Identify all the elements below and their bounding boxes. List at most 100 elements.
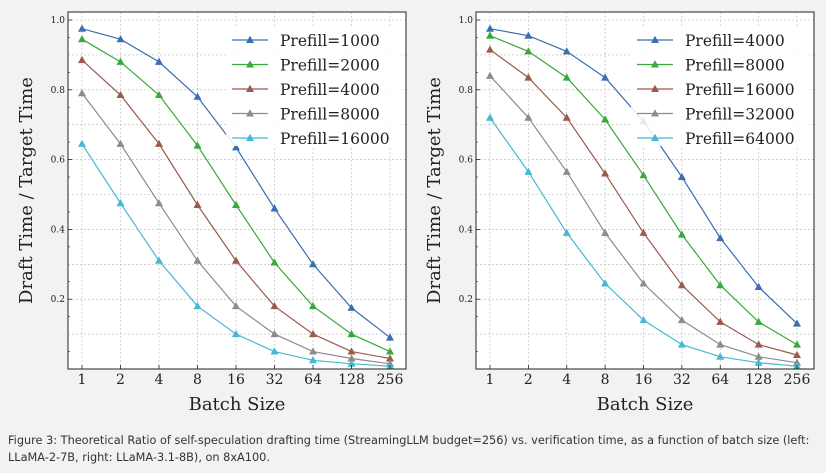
- data-point: [232, 200, 240, 208]
- data-point: [754, 282, 763, 290]
- data-point: [155, 57, 163, 65]
- data-point: [309, 356, 317, 364]
- data-point: [524, 47, 533, 55]
- data-point: [78, 139, 86, 147]
- x-tick-label: 32: [673, 372, 691, 388]
- x-tick-label: 16: [227, 372, 245, 388]
- data-point: [270, 329, 279, 338]
- data-point: [309, 260, 317, 268]
- x-tick-label: 2: [524, 372, 533, 388]
- y-tick-label: 0.2: [51, 295, 65, 305]
- data-point: [193, 92, 202, 100]
- data-point: [386, 347, 394, 355]
- data-point: [793, 340, 801, 348]
- y-tick-label: 0.6: [459, 156, 474, 166]
- data-point: [232, 256, 240, 264]
- legend-label: Prefill=1000: [280, 32, 380, 50]
- x-axis-label: Batch Size: [597, 394, 694, 415]
- data-point: [155, 90, 163, 99]
- y-tick-label: 0.8: [459, 86, 474, 96]
- data-point: [677, 172, 686, 181]
- data-point: [486, 24, 494, 32]
- legend: Prefill=4000 Prefill=8000 Prefill=16000 Pre…: [631, 28, 809, 148]
- x-tick-label: 256: [377, 372, 404, 388]
- data-point: [716, 340, 725, 348]
- data-point: [270, 204, 279, 212]
- legend-label: Prefill=16000: [280, 130, 390, 148]
- data-point: [639, 279, 648, 287]
- x-tick-label: 256: [784, 372, 811, 388]
- data-point: [716, 233, 725, 242]
- legend-label: Prefill=8000: [280, 106, 380, 124]
- data-point: [155, 139, 163, 147]
- data-point: [793, 350, 801, 359]
- data-point: [270, 258, 279, 266]
- x-tick-label: 128: [745, 372, 772, 388]
- x-tick-label: 32: [266, 372, 284, 388]
- data-point: [116, 199, 125, 207]
- x-tick-label: 4: [562, 372, 571, 388]
- chart-panel-2: 0.2 0.4 0.6 0.8 1.0 1 2 4 8 16 32 64 128 256 Batch Siz…: [424, 11, 815, 415]
- data-point: [486, 71, 494, 79]
- data-point: [601, 169, 610, 177]
- data-point: [232, 143, 240, 151]
- x-tick-label: 8: [193, 372, 202, 388]
- figure: 0.2 0.4 0.6 0.8 1.0 1 2 4 8 16 32 64 128 256 Batch Siz…: [16, 11, 815, 415]
- data-point: [155, 199, 163, 207]
- legend-label: Prefill=32000: [685, 106, 795, 124]
- data-point: [754, 317, 763, 325]
- data-point: [309, 301, 317, 310]
- legend: Prefill=1000 Prefill=2000 Prefill=4000 Pref…: [226, 28, 401, 148]
- data-point: [193, 301, 202, 310]
- x-tick-label: 8: [601, 372, 610, 388]
- x-tick-label: 128: [338, 372, 365, 388]
- figure-svg: 0.2 0.4 0.6 0.8 1.0 1 2 4 8 16 32 64 128 256 Batch Siz…: [16, 11, 815, 415]
- data-point: [347, 354, 356, 362]
- x-tick-label: 1: [78, 372, 87, 388]
- data-point: [639, 228, 648, 236]
- data-point: [754, 340, 763, 348]
- data-point: [639, 171, 648, 179]
- data-point: [677, 230, 686, 238]
- legend-marker: [246, 84, 254, 92]
- data-point: [347, 347, 356, 355]
- y-tick-label: 0.4: [459, 225, 474, 235]
- y-axis-label: Draft Time / Target Time: [16, 77, 37, 304]
- data-point: [677, 315, 686, 324]
- y-tick-label: 0.6: [51, 156, 66, 166]
- data-point: [562, 73, 571, 81]
- legend-marker: [246, 133, 254, 141]
- legend-box: [631, 28, 809, 146]
- legend-marker: [651, 60, 659, 68]
- data-point: [601, 228, 610, 236]
- data-point: [754, 352, 763, 360]
- legend-marker: [651, 109, 659, 117]
- x-axis-label: Batch Size: [189, 394, 286, 415]
- legend-label: Prefill=4000: [280, 81, 380, 99]
- data-point: [754, 358, 763, 366]
- chart-panel-1: 0.2 0.4 0.6 0.8 1.0 1 2 4 8 16 32 64 128 256 Batch Siz…: [16, 11, 407, 415]
- data-point: [78, 24, 86, 32]
- legend-box: [226, 28, 401, 146]
- legend-marker: [246, 109, 254, 117]
- data-point: [716, 352, 725, 360]
- data-point: [347, 303, 356, 311]
- y-tick-label: 0.4: [51, 225, 66, 235]
- y-tick-label: 1.0: [459, 16, 474, 26]
- y-axis-label: Draft Time / Target Time: [424, 77, 445, 304]
- data-point: [232, 301, 240, 310]
- data-point: [386, 354, 394, 362]
- legend-marker: [246, 35, 254, 43]
- figure-caption: Figure 3: Theoretical Ratio of self-spec…: [8, 434, 810, 464]
- data-point: [486, 113, 494, 121]
- data-point: [78, 34, 86, 43]
- data-point: [116, 90, 125, 99]
- x-tick-label: 64: [711, 372, 729, 388]
- data-point: [486, 45, 494, 53]
- data-point: [309, 347, 317, 355]
- data-point: [78, 89, 86, 97]
- data-point: [116, 139, 125, 147]
- data-point: [677, 340, 686, 348]
- data-point: [716, 281, 725, 289]
- data-point: [270, 301, 279, 310]
